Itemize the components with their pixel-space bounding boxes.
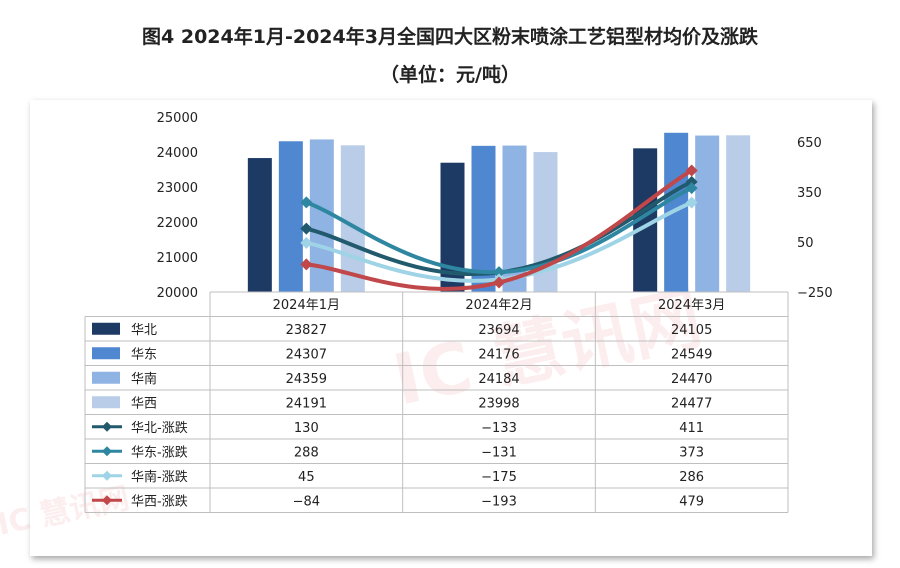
x-axis-category-label: 2024年3月 [658, 298, 725, 313]
table-cell-value: −131 [481, 445, 517, 460]
point-华西-涨跌 [493, 276, 505, 289]
bar-华东 [471, 145, 496, 292]
legend-label: 华南-涨跌 [131, 469, 188, 485]
right-axis-tick-label: 350 [797, 186, 822, 201]
x-axis-category-label: 2024年2月 [465, 298, 532, 313]
table-cell-value: 411 [679, 421, 704, 436]
point-华南-涨跌 [685, 196, 698, 209]
table-cell-value: 24184 [478, 372, 519, 387]
left-axis-tick-label: 25000 [157, 111, 198, 126]
legend-swatch-华东 [92, 347, 120, 360]
chart-unit-subtitle: （单位：元/吨） [380, 64, 520, 86]
table-cell-value: −84 [293, 494, 320, 509]
left-axis-tick-label: 21000 [157, 251, 198, 266]
table-cell-value: −193 [481, 494, 517, 509]
right-axis-tick-label: 50 [797, 236, 814, 251]
x-axis-category-label: 2024年1月 [273, 298, 340, 313]
point-华北-涨跌 [300, 222, 313, 235]
legend-label: 华东 [131, 347, 157, 362]
table-cell-value: 479 [679, 494, 704, 509]
left-axis-tick-label: 24000 [157, 146, 198, 161]
legend-marker-华西-涨跌 [102, 495, 112, 506]
right-axis-tick-label: 650 [797, 136, 822, 151]
legend-label: 华北-涨跌 [131, 420, 188, 436]
legend-label: 华西 [131, 396, 157, 411]
table-cell-value: 23827 [286, 323, 327, 338]
right-axis-tick-label: −250 [797, 286, 833, 301]
bar-华东 [278, 141, 303, 292]
legend-marker-华北-涨跌 [102, 421, 112, 432]
table-cell-value: 24191 [286, 396, 327, 411]
legend-label: 华南 [131, 371, 157, 387]
left-axis-tick-label: 23000 [157, 181, 198, 196]
left-axis-tick-label: 20000 [157, 286, 198, 301]
legend-label: 华东-涨跌 [131, 444, 188, 460]
legend-label: 华北 [131, 323, 157, 338]
table-cell-value: 24477 [671, 396, 712, 411]
point-华东-涨跌 [300, 196, 313, 209]
point-华南-涨跌 [300, 236, 313, 249]
table-cell-value: −133 [481, 421, 517, 436]
watermark-bottom-left: IC 慧讯网 [0, 481, 132, 543]
left-axis-tick-label: 22000 [157, 216, 198, 231]
table-cell-value: 24307 [286, 347, 327, 362]
table-cell-value: 24549 [671, 347, 712, 362]
point-华西-涨跌 [300, 258, 313, 271]
legend-label: 华西-涨跌 [131, 493, 188, 509]
legend-swatch-华北 [92, 322, 120, 335]
legend-marker-华东-涨跌 [102, 446, 112, 457]
table-cell-value: 286 [679, 470, 704, 485]
table-cell-value: 24359 [286, 372, 327, 387]
point-华东-涨跌 [493, 266, 505, 279]
point-华西-涨跌 [685, 164, 698, 177]
legend-swatch-华南 [92, 371, 120, 384]
table-cell-value: 24470 [671, 372, 712, 387]
table-cell-value: 24176 [478, 347, 519, 362]
table-cell-value: −175 [481, 470, 517, 485]
legend-swatch-华西 [92, 396, 120, 409]
table-cell-value: 373 [679, 445, 704, 460]
table-cell-value: 130 [294, 421, 319, 436]
bar-华西 [340, 145, 365, 292]
legend-marker-华南-涨跌 [102, 470, 112, 481]
table-cell-value: 23998 [478, 396, 519, 411]
point-华北-涨跌 [685, 175, 698, 188]
chart-title: 图4 2024年1月-2024年3月全国四大区粉末喷涂工艺铝型材均价及涨跌 [142, 26, 758, 48]
bar-华西 [726, 135, 751, 292]
bar-华南 [695, 135, 720, 292]
table-cell-value: 288 [294, 445, 319, 460]
table-cell-value: 45 [298, 470, 315, 485]
table-cell-value: 23694 [478, 323, 519, 338]
bar-华北 [247, 158, 272, 292]
point-华东-涨跌 [685, 182, 698, 195]
table-cell-value: 24105 [671, 323, 712, 338]
